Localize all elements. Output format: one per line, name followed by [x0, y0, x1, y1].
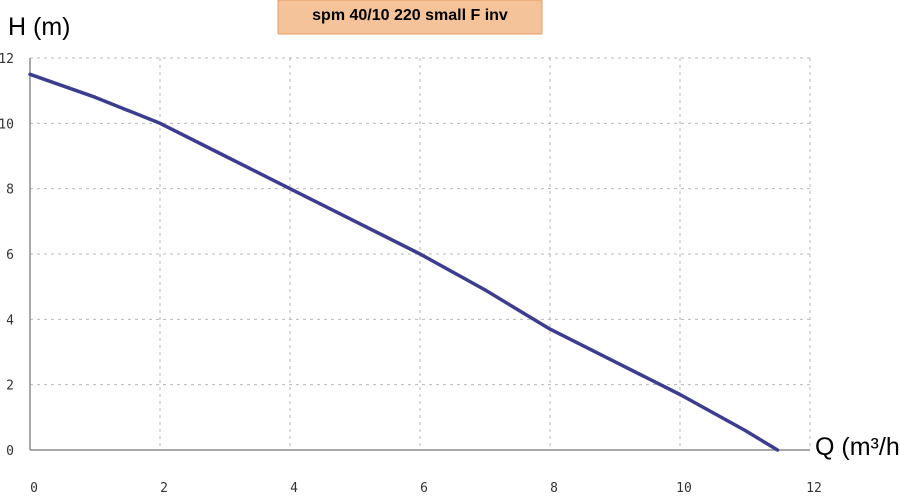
y-tick-label: 12: [0, 52, 14, 67]
x-tick-label: 4: [290, 481, 298, 496]
y-tick-label: 8: [6, 183, 14, 198]
x-tick-label: 12: [806, 481, 822, 496]
y-tick-label: 10: [0, 117, 14, 132]
x-tick-label: 8: [550, 481, 558, 496]
x-tick-label: 2: [160, 481, 168, 496]
series-lines: [28, 72, 780, 452]
y-tick-label: 6: [6, 248, 14, 263]
chart-title: spm 40/10 220 small F inv: [312, 7, 508, 24]
x-tick-label: 0: [30, 481, 38, 496]
chart-title-group: spm 40/10 220 small F inv: [277, 0, 543, 35]
x-axis-title: Q (m³/h): [815, 433, 900, 461]
x-tick-label: 10: [676, 481, 692, 496]
y-tick-label: 4: [6, 313, 14, 328]
axes: [29, 58, 810, 451]
y-tick-label: 2: [6, 379, 14, 394]
tick-labels: 0 2 4 6 8 10 12 0 2 4 6 8 10 12: [0, 52, 822, 496]
series-line: [28, 72, 780, 452]
y-tick-label: 0: [6, 444, 14, 459]
x-tick-label: 6: [420, 481, 428, 496]
chart-title-box: [277, 0, 543, 35]
y-axis-title: H (m): [8, 13, 70, 41]
